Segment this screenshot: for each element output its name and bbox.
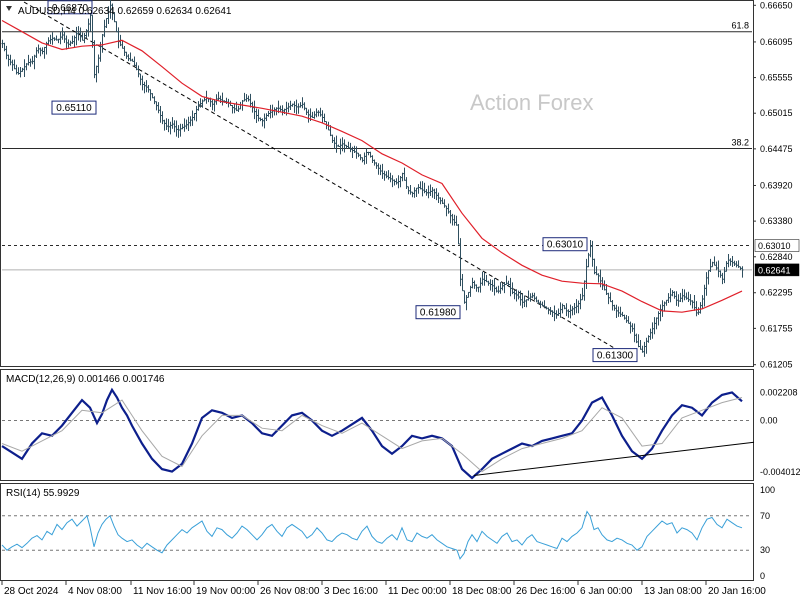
y-tick-label: 0.61205 [760, 360, 793, 370]
macd-trendline [473, 441, 755, 476]
rsi-panel-frame [0, 483, 754, 581]
y-tick-label: 0.65015 [760, 108, 793, 118]
macd-panel-frame [0, 369, 754, 481]
rsi-title: RSI(14) 55.9929 [6, 488, 80, 499]
moving-average-line [1, 19, 743, 313]
y-tick-label: 0.64475 [760, 144, 793, 154]
macd-line [1, 387, 743, 480]
x-tick-label: 13 Jan 08:00 [644, 586, 702, 597]
level-label: 38.2 [731, 138, 749, 148]
dropdown-arrow-icon[interactable] [6, 6, 12, 11]
macd-y-tick-label: 0.00 [760, 416, 778, 426]
macd-signal-line [1, 397, 743, 473]
price-annotation-label: 0.66870 [52, 3, 89, 14]
rsi-y-tick-label: 100 [760, 485, 775, 495]
x-tick-label: 18 Dec 08:00 [452, 586, 512, 597]
y-tick-label: 0.63920 [760, 180, 793, 190]
price-annotation-label: 0.61300 [597, 351, 634, 362]
y-tick-label: 0.62840 [760, 252, 793, 262]
trendline [23, 1, 633, 359]
y-tick-label: 0.65555 [760, 73, 793, 83]
x-tick-label: 11 Dec 00:00 [388, 586, 447, 597]
y-tick-label: 0.66650 [760, 0, 793, 10]
price-annotation-label: 0.63010 [547, 240, 584, 251]
macd-y-tick-label: -0.004012 [760, 467, 800, 477]
x-tick-label: 26 Dec 16:00 [516, 586, 576, 597]
price-bars [1, 0, 744, 357]
rsi-y-tick-label: 0 [760, 571, 765, 581]
rsi-y-tick-label: 30 [760, 545, 770, 555]
price-tag-box [754, 263, 800, 277]
x-tick-label: 11 Nov 16:00 [133, 586, 192, 597]
price-tag-label: 0.62641 [758, 265, 791, 275]
macd-layer: 0.002208 0.00 -0.004012 [1, 387, 800, 480]
watermark-text: Action Forex [470, 90, 594, 115]
price-annotation-box [415, 305, 461, 320]
price-annotation-box [47, 0, 93, 15]
x-axis: 28 Oct 2024 4 Nov 08:00 11 Nov 16:00 19 Nov… [1, 581, 766, 597]
price-layer: 61.8 38.2 0.66870 0.65110 0.63010 0.61980 0.61… [1, 0, 800, 370]
price-tag-label: 0.63010 [758, 241, 791, 251]
y-tick-label: 0.61755 [760, 323, 793, 333]
price-annotation-box [542, 237, 588, 252]
level-label: 61.8 [731, 21, 749, 31]
y-tick-label: 0.66095 [760, 37, 793, 47]
x-tick-label: 6 Jan 00:00 [580, 586, 633, 597]
x-tick-label: 20 Jan 16:00 [708, 586, 766, 597]
x-tick-label: 3 Dec 16:00 [324, 586, 378, 597]
price-tag-box [754, 239, 800, 252]
rsi-layer: 100 70 30 0 [1, 485, 775, 581]
price-panel-frame [0, 0, 754, 367]
rsi-line [1, 510, 743, 560]
macd-title: MACD(12,26,9) 0.001466 0.001746 [6, 374, 165, 385]
y-tick-label: 0.62295 [760, 288, 793, 298]
x-tick-label: 28 Oct 2024 [4, 586, 59, 597]
macd-y-tick-label: 0.002208 [760, 387, 798, 397]
price-chart-title: AUDUSD,H4 0.62634 0.62659 0.62634 0.6264… [18, 6, 232, 17]
price-annotation-box [51, 100, 97, 115]
price-annotation-label: 0.65110 [56, 103, 92, 114]
x-tick-label: 19 Nov 00:00 [196, 586, 256, 597]
x-tick-label: 26 Nov 08:00 [260, 586, 320, 597]
price-annotation-label: 0.61980 [420, 308, 457, 319]
y-tick-label: 0.63380 [760, 216, 793, 226]
price-annotation-box [592, 348, 638, 363]
rsi-y-tick-label: 70 [760, 511, 770, 521]
x-tick-label: 4 Nov 08:00 [68, 586, 122, 597]
